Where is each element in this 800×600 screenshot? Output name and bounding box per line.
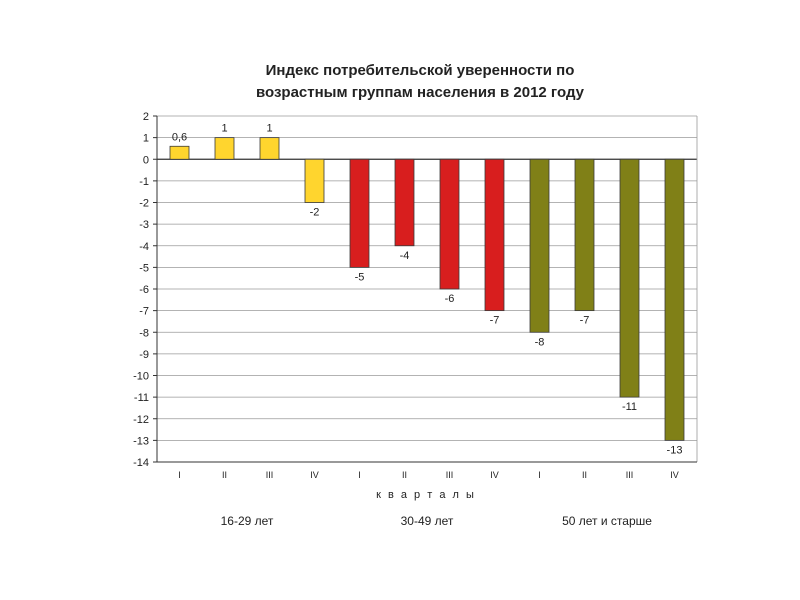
bar [215,138,234,160]
bar [350,159,369,267]
data-label: -11 [622,401,637,413]
x-tick-label: II [402,470,407,480]
group-label: 16-29 лет [221,514,274,528]
chart-title-line-2: возрастным группам населения в 2012 году [256,84,585,101]
bar [305,159,324,202]
bar [485,159,504,310]
data-label: -5 [355,271,365,283]
bar [530,159,549,332]
data-label: -13 [667,444,683,456]
x-tick-label: II [222,470,227,480]
data-label: -7 [490,315,500,327]
y-tick-label: -10 [133,371,149,383]
bar [395,159,414,246]
data-label: 1 [266,123,272,135]
y-tick-label: -3 [139,219,149,231]
x-tick-label: III [626,470,634,480]
y-tick-label: -9 [139,349,149,361]
y-tick-label: -7 [139,306,149,318]
plot-area: 2 1 0 -1 -2 -3 -4 -5 -6 -7 -8 -9 -10 -11 -12 -13 -14 0,6 I… [133,111,697,480]
y-tick-label: 2 [143,111,149,123]
bar [665,159,684,440]
x-tick-label: I [538,470,541,480]
x-tick-label: I [358,470,361,480]
bar [440,159,459,289]
y-tick-label: -5 [139,262,149,274]
y-tick-label: -1 [139,176,149,188]
group-label: 30-49 лет [401,514,454,528]
chart-title-line-1: Индекс потребительской уверенности по [266,62,575,79]
data-label: -7 [580,315,590,327]
y-tick-label: -4 [139,241,149,253]
data-label: -2 [310,207,320,219]
group-label: 50 лет и старше [562,514,652,528]
x-axis-label: к в а р т а л ы [376,489,476,501]
y-tick-label: -12 [133,414,149,426]
y-tick-label: -11 [134,392,149,404]
data-label: 0,6 [172,131,187,143]
x-tick-label: IV [670,470,679,480]
x-tick-label: III [266,470,274,480]
bar [260,138,279,160]
data-label: -4 [400,250,410,262]
bar [170,146,189,159]
group-labels: 16-29 лет 30-49 лет 50 лет и старше [221,514,653,528]
y-tick-label: -13 [133,435,149,447]
data-label: -8 [535,336,545,348]
bar [575,159,594,310]
x-tick-label: II [582,470,587,480]
data-label: 1 [221,123,227,135]
y-tick-label: -2 [139,198,149,210]
bar [620,159,639,397]
y-tick-label: 1 [143,133,149,145]
x-tick-label: III [446,470,454,480]
y-tick-label: -14 [133,457,149,469]
y-tick-label: -6 [139,284,149,296]
y-tick-label: 0 [143,154,149,166]
x-tick-label: IV [310,470,319,480]
y-tick-label: -8 [139,327,149,339]
x-tick-label: IV [490,470,499,480]
data-label: -6 [445,293,455,305]
x-tick-label: I [178,470,181,480]
